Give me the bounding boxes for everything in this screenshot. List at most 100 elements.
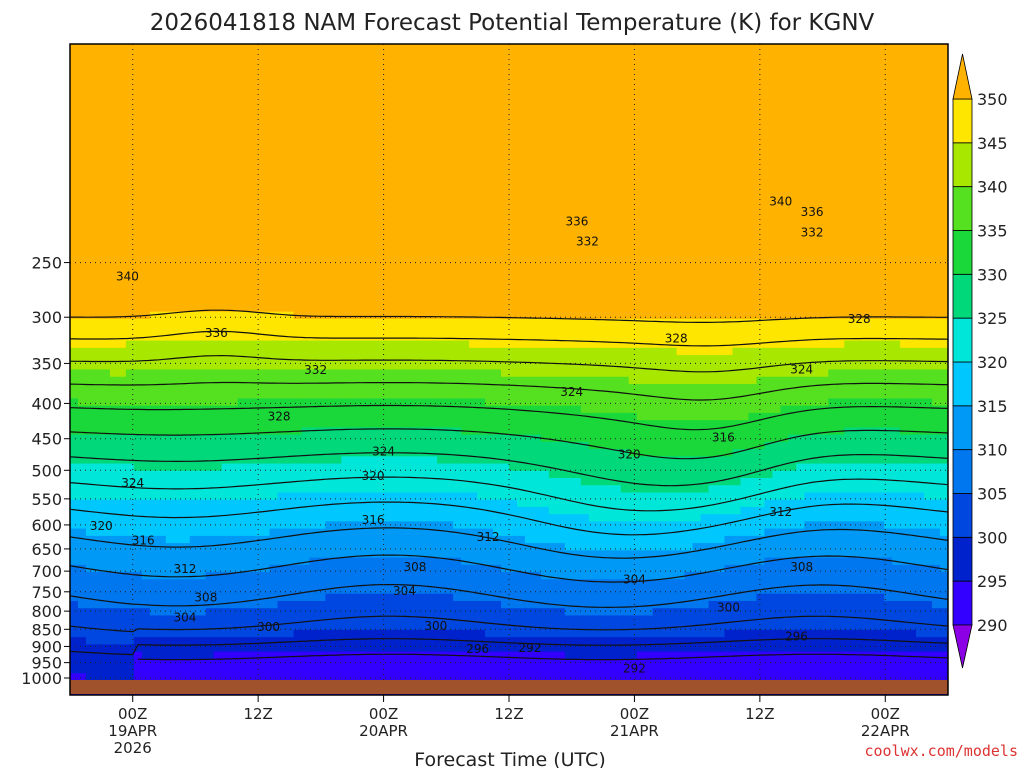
field-cell [580, 311, 590, 320]
field-cell [588, 326, 598, 334]
field-cell [876, 246, 885, 255]
field-cell [365, 246, 374, 255]
field-cell [908, 333, 917, 342]
field-cell [788, 275, 797, 284]
field-cell [836, 311, 845, 320]
field-cell [812, 44, 821, 52]
field-cell [141, 101, 151, 110]
field-cell [341, 109, 350, 117]
field-cell [724, 261, 734, 269]
field-cell [724, 138, 734, 146]
field-cell [277, 304, 287, 313]
field-cell [916, 282, 925, 291]
field-cell [133, 261, 143, 269]
field-cell [421, 123, 430, 132]
field-cell [477, 224, 486, 233]
field-cell [916, 246, 925, 255]
field-cell [916, 58, 925, 67]
field-cell [796, 152, 805, 161]
field-cell [524, 138, 534, 146]
field-cell [932, 65, 941, 74]
field-cell [117, 195, 127, 204]
field-cell [397, 116, 406, 125]
field-cell [333, 224, 342, 233]
field-cell [70, 232, 79, 240]
field-cell [660, 87, 670, 96]
field-cell [580, 318, 590, 327]
field-cell [876, 65, 885, 74]
field-cell [812, 174, 821, 183]
field-cell [660, 80, 670, 88]
field-cell [373, 304, 382, 313]
field-cell [748, 224, 758, 233]
field-cell [245, 80, 255, 88]
field-cell [173, 58, 183, 67]
field-cell [493, 181, 502, 190]
field-cell [421, 87, 430, 96]
field-cell [469, 297, 478, 305]
field-cell [453, 138, 462, 146]
field-cell [405, 166, 414, 175]
field-cell [413, 326, 422, 334]
field-cell [213, 166, 223, 175]
field-cell [405, 355, 414, 363]
field-cell [836, 253, 845, 262]
field-cell [373, 369, 382, 378]
field-cell [149, 355, 159, 363]
field-cell [612, 210, 622, 219]
field-cell [724, 80, 734, 88]
field-cell [237, 253, 247, 262]
field-cell [405, 203, 414, 211]
field-cell [804, 159, 813, 168]
field-cell [932, 80, 941, 88]
field-cell [636, 326, 646, 334]
field-cell [317, 304, 327, 313]
field-cell [205, 311, 215, 320]
field-cell [780, 94, 789, 103]
field-cell [836, 195, 845, 204]
field-cell [580, 304, 590, 313]
field-cell [748, 44, 758, 52]
field-cell [916, 347, 925, 356]
field-cell [349, 268, 358, 277]
field-cell [876, 181, 885, 190]
field-cell [564, 109, 574, 117]
field-cell [716, 51, 726, 60]
field-cell [237, 347, 247, 356]
field-cell [916, 152, 925, 161]
field-cell [509, 355, 518, 363]
field-cell [501, 268, 510, 277]
field-cell [93, 130, 103, 139]
field-cell [540, 188, 550, 197]
field-cell [532, 326, 542, 334]
field-cell [333, 152, 342, 161]
field-cell [644, 159, 654, 168]
field-cell [628, 159, 638, 168]
field-cell [540, 145, 550, 154]
field-cell [836, 123, 845, 132]
field-cell [588, 239, 598, 248]
field-cell [828, 275, 837, 284]
field-cell [868, 116, 877, 125]
field-cell [301, 72, 311, 81]
field-cell [285, 166, 295, 175]
field-cell [181, 369, 191, 378]
field-cell [924, 217, 933, 226]
field-cell [421, 203, 430, 211]
field-cell [293, 152, 303, 161]
field-cell [133, 174, 143, 183]
field-cell [333, 44, 342, 52]
field-cell [309, 318, 319, 327]
field-cell [213, 152, 223, 161]
field-cell [365, 80, 374, 88]
field-cell [796, 275, 805, 284]
field-cell [453, 145, 462, 154]
field-cell [125, 318, 135, 327]
field-cell [540, 261, 550, 269]
field-cell [429, 297, 438, 305]
field-cell [493, 203, 502, 211]
field-cell [157, 253, 167, 262]
field-cell [445, 123, 454, 132]
field-cell [812, 152, 821, 161]
field-cell [117, 347, 127, 356]
